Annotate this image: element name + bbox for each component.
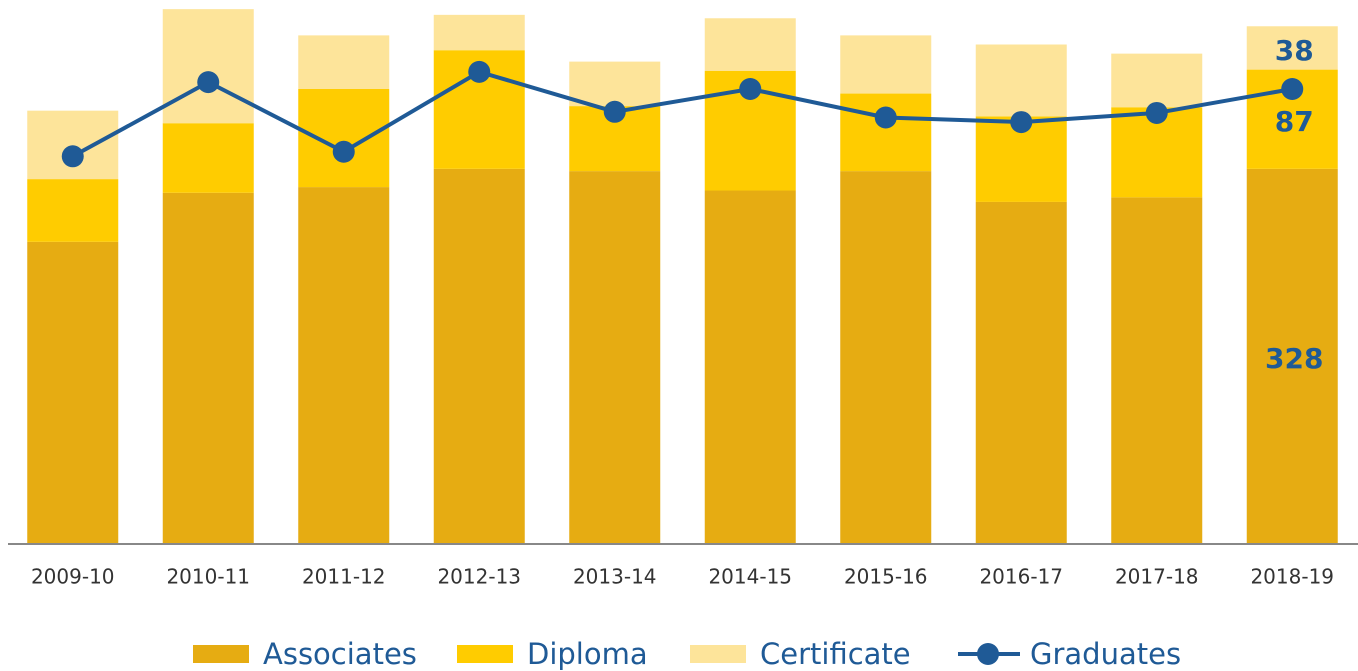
- bar-segment: [433, 168, 525, 543]
- line-point: [332, 140, 355, 163]
- line-point: [1281, 77, 1304, 100]
- bar-segment: [704, 18, 796, 71]
- bar-segment: [27, 241, 119, 543]
- bar-segment: [704, 190, 796, 543]
- value-label: 38: [1275, 34, 1314, 67]
- bar-segment: [433, 14, 525, 51]
- legend-swatch: [193, 645, 249, 663]
- bar-segment: [298, 88, 390, 188]
- bar-segment: [162, 192, 254, 544]
- x-tick-label: 2014-15: [708, 565, 792, 589]
- bar-segment: [569, 171, 661, 544]
- bar-segment: [840, 93, 932, 172]
- line: [71, 69, 1293, 159]
- line-point: [468, 60, 491, 83]
- x-tick-label: 2010-11: [166, 565, 250, 589]
- bar-segment: [27, 179, 119, 242]
- legend-label: Diploma: [527, 637, 648, 671]
- line-point: [61, 145, 84, 168]
- bar-segment: [27, 110, 119, 180]
- bar-segment: [1111, 53, 1203, 108]
- x-tick-label: 2015-16: [844, 565, 928, 589]
- line-point: [603, 100, 626, 123]
- x-tick-label: 2016-17: [979, 565, 1063, 589]
- line-point: [874, 106, 897, 129]
- bar-segment: [298, 35, 390, 89]
- bar-segment: [840, 35, 932, 94]
- bar-segment: [975, 201, 1067, 543]
- x-tick-label: 2012-13: [437, 565, 521, 589]
- x-tick-label: 2013-14: [573, 565, 657, 589]
- legend-label: Certificate: [760, 637, 911, 671]
- bar-segment: [162, 123, 254, 193]
- legend-swatch: [690, 645, 746, 663]
- legend-swatch: [457, 645, 513, 663]
- x-tick-label: 2009-10: [31, 565, 115, 589]
- bar-segment: [162, 9, 254, 124]
- x-tick-label: 2018-19: [1250, 565, 1334, 589]
- bar-segment: [1246, 168, 1338, 543]
- legend-marker: [977, 643, 999, 665]
- bar-segment: [975, 44, 1067, 117]
- value-label: 328: [1265, 342, 1323, 375]
- x-tick-label: 2017-18: [1115, 565, 1199, 589]
- bar-segment: [298, 187, 390, 543]
- bar-segment: [569, 61, 661, 107]
- line-point: [739, 77, 762, 100]
- bar-segment: [840, 171, 932, 544]
- line-point: [197, 71, 220, 94]
- bar-segment: [1246, 26, 1338, 70]
- bar-segment: [1111, 197, 1203, 543]
- x-tick-label: 2011-12: [302, 565, 386, 589]
- value-label: 87: [1275, 105, 1314, 138]
- line-point: [1010, 111, 1033, 134]
- legend-label: Graduates: [1030, 637, 1181, 671]
- line-point: [1145, 101, 1168, 124]
- legend-label: Associates: [263, 637, 417, 671]
